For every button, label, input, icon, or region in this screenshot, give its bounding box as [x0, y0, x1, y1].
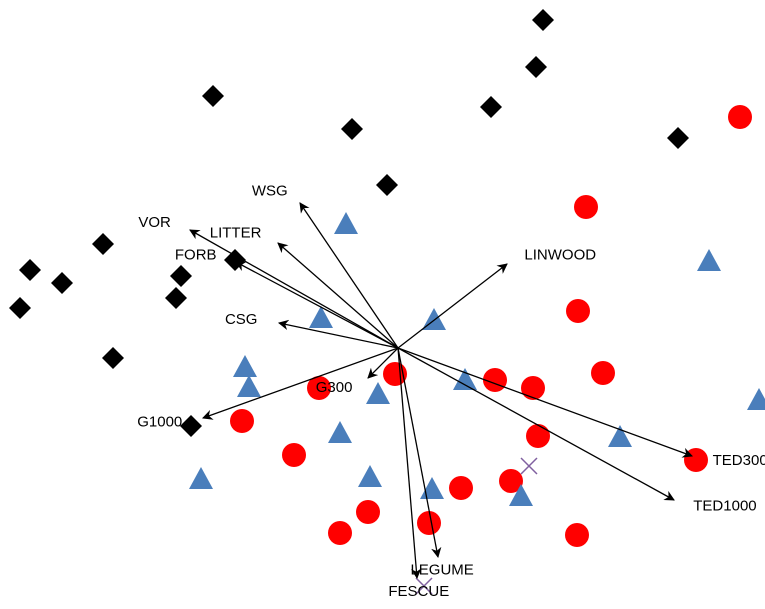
diamond-point: [165, 287, 187, 309]
circle-point: [684, 448, 708, 472]
vector-label: FORB: [175, 246, 217, 263]
cross-point: [415, 577, 433, 595]
diamond-point: [170, 265, 192, 287]
triangle-point: [328, 421, 352, 443]
circle-point: [230, 409, 254, 433]
circle-point: [499, 469, 523, 493]
vector-label: TED1000: [693, 498, 756, 515]
vector-arrow: [277, 242, 399, 349]
diamond-point: [102, 347, 124, 369]
circle-point: [449, 476, 473, 500]
vector-arrow: [277, 319, 399, 349]
diamond-point: [180, 415, 202, 437]
vector-arrow: [397, 347, 422, 580]
diamond-point: [92, 233, 114, 255]
triangle-point: [189, 467, 213, 489]
diamond-point: [480, 96, 502, 118]
vector-label: LITTER: [210, 225, 262, 242]
vector-label: G300: [316, 379, 353, 396]
circle-point: [574, 195, 598, 219]
circle-point: [591, 361, 615, 385]
vector-arrow: [367, 347, 399, 379]
circle-point: [526, 424, 550, 448]
circle-point: [565, 523, 589, 547]
cross-point: [520, 457, 538, 475]
circle-point: [307, 376, 331, 400]
triangle-point: [453, 368, 477, 390]
triangle-point: [366, 382, 390, 404]
circle-point: [521, 376, 545, 400]
vector-arrow: [202, 347, 399, 420]
diamond-point: [19, 259, 41, 281]
circle-point: [728, 105, 752, 129]
circle-point: [282, 443, 306, 467]
triangle-point: [237, 375, 261, 397]
vector-label: TED300: [713, 452, 765, 469]
vector-label: G1000: [137, 414, 182, 431]
diamond-point: [51, 272, 73, 294]
vector-arrow: [299, 202, 399, 349]
vector-arrow: [397, 347, 442, 559]
vector-label: LINWOOD: [524, 246, 596, 263]
diamond-point: [376, 174, 398, 196]
vector-arrow: [397, 347, 693, 458]
vector-arrow: [397, 263, 508, 349]
diamond-point: [667, 127, 689, 149]
triangle-point: [608, 425, 632, 447]
triangle-point: [509, 484, 533, 506]
vector-arrow: [235, 261, 399, 349]
diamond-point: [341, 118, 363, 140]
triangle-point: [233, 355, 257, 377]
triangle-point: [747, 388, 765, 410]
vector-label: FESCUE: [388, 583, 449, 600]
vector-label: LEGUME: [410, 562, 473, 579]
circle-point: [417, 511, 441, 535]
diamond-point: [9, 297, 31, 319]
vector-label: VOR: [138, 214, 171, 231]
diamond-point: [202, 85, 224, 107]
circle-point: [328, 521, 352, 545]
vector-arrow: [397, 347, 675, 501]
triangle-point: [358, 465, 382, 487]
diamond-point: [532, 9, 554, 31]
vector-arrow: [189, 229, 399, 349]
diamond-point: [525, 56, 547, 78]
triangle-point: [309, 306, 333, 328]
circle-point: [566, 299, 590, 323]
vector-label: WSG: [252, 182, 288, 199]
vector-label: CSG: [225, 311, 258, 328]
circle-point: [356, 500, 380, 524]
triangle-point: [697, 249, 721, 271]
triangle-point: [334, 212, 358, 234]
